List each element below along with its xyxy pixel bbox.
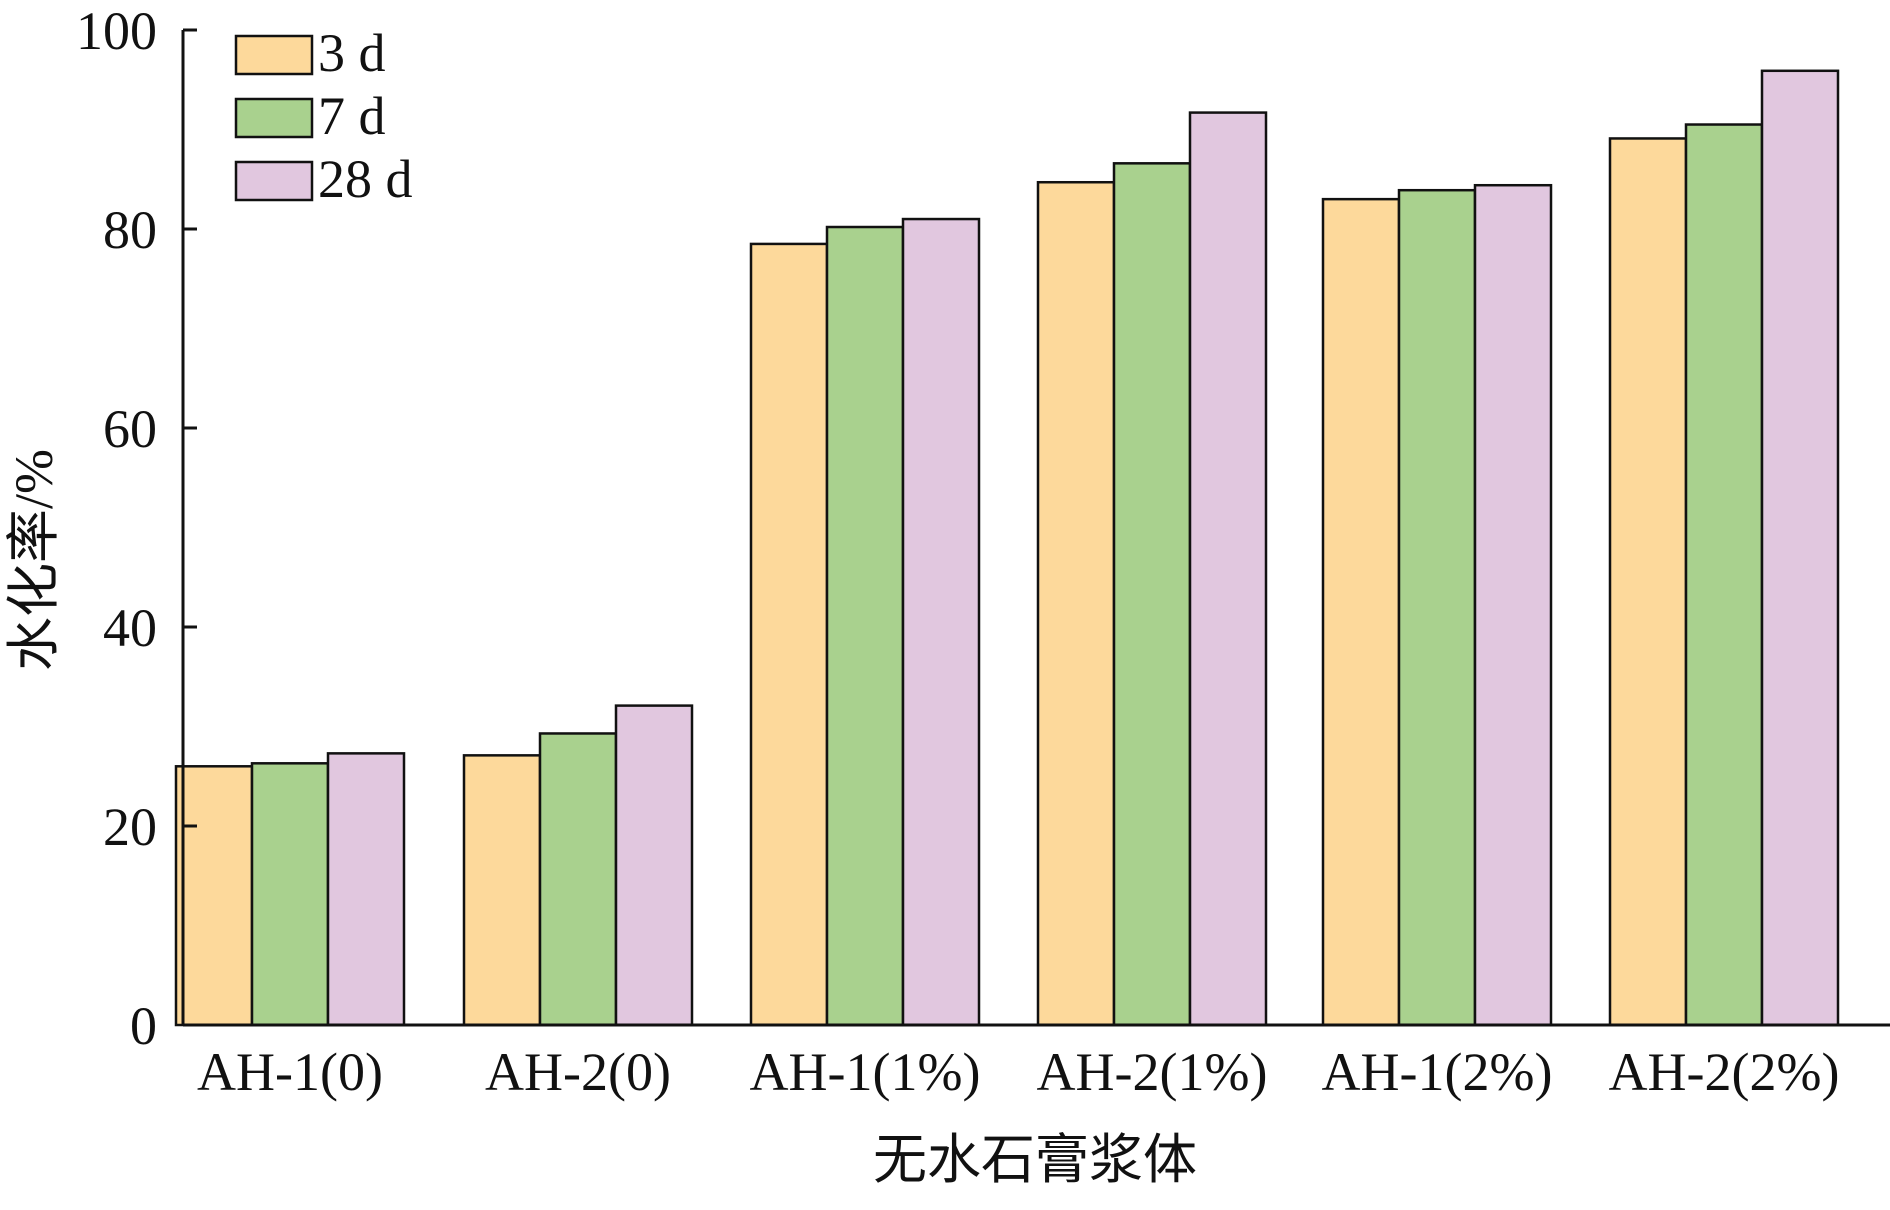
bar-4-2 xyxy=(1473,183,1553,1027)
bar-0-1 xyxy=(250,762,330,1027)
legend-label: 3 d xyxy=(318,23,386,83)
bar-1-0 xyxy=(462,754,542,1027)
bar-4-0 xyxy=(1321,197,1401,1027)
y-ticks: 0 20 40 60 80 100 xyxy=(76,1,197,1056)
legend: 3 d7 d28 d xyxy=(234,23,413,209)
bar-5-2 xyxy=(1760,69,1840,1027)
legend-swatch xyxy=(234,160,314,202)
legend-swatch xyxy=(234,97,314,139)
x-tick-label: AH-2(2%) xyxy=(1609,1042,1840,1102)
y-tick-label: 40 xyxy=(103,598,157,658)
bar-3-0 xyxy=(1036,180,1116,1027)
bars-layer xyxy=(174,69,1840,1027)
bar-2-1 xyxy=(825,225,905,1027)
y-tick-label: 0 xyxy=(130,996,157,1056)
bar-5-1 xyxy=(1684,123,1764,1027)
x-axis-title: 无水石膏浆体 xyxy=(873,1130,1197,1190)
x-tick-labels: AH-1(0) AH-2(0) AH-1(1%) AH-2(1%) AH-1(2%) AH… xyxy=(197,1042,1839,1102)
bar-0-0 xyxy=(174,765,254,1027)
bar-1-1 xyxy=(538,732,618,1027)
bar-5-0 xyxy=(1608,137,1688,1027)
y-axis-title: 水化率/% xyxy=(4,449,64,671)
y-tick-label: 20 xyxy=(103,797,157,857)
bar-3-1 xyxy=(1112,162,1192,1027)
x-tick-label: AH-1(2%) xyxy=(1322,1042,1553,1102)
y-tick-label: 100 xyxy=(76,1,157,61)
bar-3-2 xyxy=(1188,111,1268,1027)
legend-label: 28 d xyxy=(318,149,413,209)
y-tick-label: 60 xyxy=(103,399,157,459)
x-tick-label: AH-2(1%) xyxy=(1037,1042,1268,1102)
bar-0-2 xyxy=(326,752,406,1027)
bar-2-2 xyxy=(901,217,981,1027)
bar-4-1 xyxy=(1397,188,1477,1027)
y-tick-label: 80 xyxy=(103,200,157,260)
bar-1-2 xyxy=(614,704,694,1027)
legend-swatch xyxy=(234,34,314,76)
x-tick-label: AH-1(1%) xyxy=(750,1042,981,1102)
bar-2-0 xyxy=(749,242,829,1027)
legend-label: 7 d xyxy=(318,86,386,146)
x-tick-label: AH-1(0) xyxy=(197,1042,383,1102)
axes-layer xyxy=(181,30,1890,1027)
x-tick-label: AH-2(0) xyxy=(485,1042,671,1102)
